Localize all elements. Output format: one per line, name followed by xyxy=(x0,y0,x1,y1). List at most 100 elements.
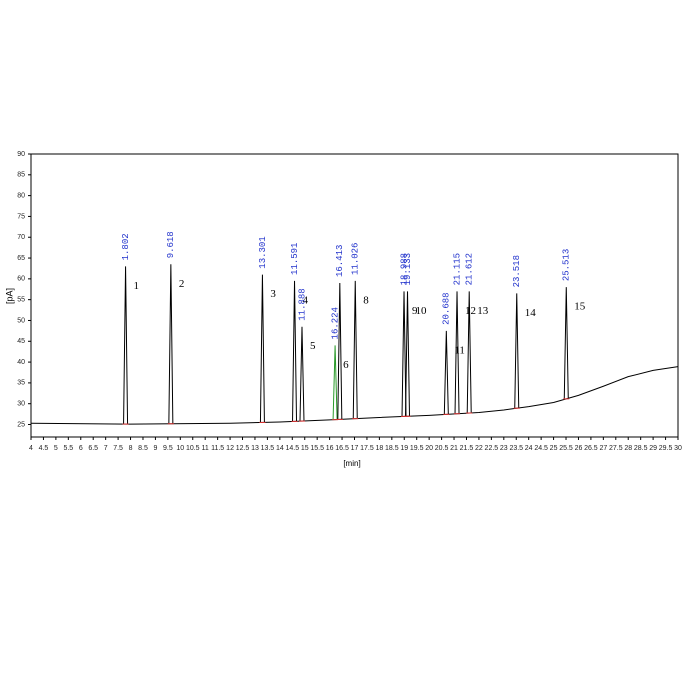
x-tick-label: 18.5 xyxy=(385,445,399,452)
x-tick-label: 7 xyxy=(104,445,108,452)
x-tick-label: 22.5 xyxy=(485,445,499,452)
peak-number: 10 xyxy=(416,305,428,317)
x-tick-label: 20.5 xyxy=(435,445,449,452)
x-tick-label: 17 xyxy=(351,445,359,452)
y-tick-label: 80 xyxy=(17,192,25,199)
peak xyxy=(563,287,569,399)
x-tick-label: 6 xyxy=(79,445,83,452)
peak-number: 12 xyxy=(465,305,476,317)
x-tick-label: 12 xyxy=(226,445,234,452)
y-tick-label: 85 xyxy=(17,172,25,179)
x-tick-label: 15.5 xyxy=(310,445,324,452)
peak-number: 15 xyxy=(574,301,586,313)
retention-label: 18.988 xyxy=(399,253,409,285)
x-tick-label: 23.5 xyxy=(509,445,523,452)
x-tick-label: 9 xyxy=(153,445,157,452)
peak-number: 13 xyxy=(477,305,489,317)
x-tick-label: 25 xyxy=(550,445,558,452)
x-tick-label: 23 xyxy=(500,445,508,452)
peak xyxy=(405,291,411,417)
peak-number: 4 xyxy=(303,294,309,306)
y-tick-label: 30 xyxy=(17,401,25,408)
x-tick-label: 26 xyxy=(575,445,583,452)
peak-number: 5 xyxy=(310,340,316,352)
retention-label: 16.413 xyxy=(335,245,345,277)
x-tick-label: 8.5 xyxy=(138,445,148,452)
x-tick-label: 14 xyxy=(276,445,284,452)
retention-label: 11.888 xyxy=(297,288,307,320)
x-tick-label: 22 xyxy=(475,445,483,452)
peak-number: 8 xyxy=(363,294,369,306)
x-axis-label: [min] xyxy=(343,459,360,468)
x-tick-label: 6.5 xyxy=(88,445,98,452)
x-tick-label: 12.5 xyxy=(236,445,250,452)
x-tick-label: 16 xyxy=(326,445,334,452)
x-tick-label: 5 xyxy=(54,445,58,452)
x-tick-label: 26.5 xyxy=(584,445,598,452)
x-tick-label: 28 xyxy=(624,445,632,452)
peak-number: 2 xyxy=(179,278,185,290)
peak-number: 1 xyxy=(134,280,140,292)
x-tick-label: 13.5 xyxy=(261,445,275,452)
x-tick-label: 18 xyxy=(375,445,383,452)
x-tick-label: 11 xyxy=(202,445,209,452)
x-tick-label: 20 xyxy=(425,445,433,452)
x-tick-label: 5.5 xyxy=(63,445,73,452)
y-tick-label: 45 xyxy=(17,338,25,345)
y-tick-label: 25 xyxy=(17,421,25,428)
x-tick-label: 7.5 xyxy=(113,445,123,452)
x-tick-label: 30 xyxy=(674,445,682,452)
retention-label: 1.802 xyxy=(121,233,131,260)
x-tick-label: 27 xyxy=(599,445,607,452)
y-tick-label: 90 xyxy=(17,151,25,158)
peak xyxy=(466,291,472,414)
retention-label: 11.591 xyxy=(290,243,300,275)
x-tick-label: 11.5 xyxy=(211,445,224,452)
x-tick-label: 4 xyxy=(29,445,33,452)
y-tick-label: 40 xyxy=(17,359,25,366)
x-tick-label: 19.5 xyxy=(410,445,424,452)
peak-number: 6 xyxy=(343,359,349,371)
peak xyxy=(299,326,305,422)
y-tick-label: 55 xyxy=(17,297,25,304)
peak-number: 14 xyxy=(525,307,537,319)
peak-number: 3 xyxy=(270,288,276,300)
x-tick-label: 27.5 xyxy=(609,445,623,452)
y-axis-label: [pA] xyxy=(4,288,14,304)
retention-label: 23.518 xyxy=(512,255,522,287)
retention-label: 21.115 xyxy=(452,253,462,285)
retention-label: 25.513 xyxy=(562,249,572,281)
x-tick-label: 29.5 xyxy=(659,445,673,452)
peak xyxy=(443,330,449,415)
x-tick-label: 10.5 xyxy=(186,445,200,452)
x-tick-label: 24 xyxy=(525,445,533,452)
y-tick-label: 75 xyxy=(17,213,25,220)
x-tick-label: 13 xyxy=(251,445,259,452)
peak-number: 9 xyxy=(412,305,418,317)
y-tick-label: 65 xyxy=(17,255,25,262)
x-tick-label: 24.5 xyxy=(534,445,548,452)
peak xyxy=(332,345,338,420)
retention-label: 21.612 xyxy=(465,253,475,285)
x-tick-label: 17.5 xyxy=(360,445,374,452)
peak xyxy=(292,280,298,422)
y-tick-label: 70 xyxy=(17,234,25,241)
x-tick-label: 29 xyxy=(649,445,657,452)
peak xyxy=(514,293,520,409)
retention-label: 16.224 xyxy=(330,307,340,339)
x-tick-label: 21 xyxy=(450,445,458,452)
retention-label: 20.688 xyxy=(442,292,452,324)
x-tick-label: 14.5 xyxy=(285,445,299,452)
x-tick-label: 28.5 xyxy=(634,445,648,452)
y-tick-label: 60 xyxy=(17,276,25,283)
x-tick-label: 16.5 xyxy=(335,445,349,452)
peak xyxy=(337,283,343,420)
retention-label: 13.301 xyxy=(258,236,268,268)
x-tick-label: 21.5 xyxy=(460,445,474,452)
x-tick-label: 9.5 xyxy=(163,445,173,452)
peak xyxy=(352,280,358,419)
x-tick-label: 19 xyxy=(400,445,408,452)
peak xyxy=(168,264,174,424)
x-tick-label: 4.5 xyxy=(39,445,49,452)
